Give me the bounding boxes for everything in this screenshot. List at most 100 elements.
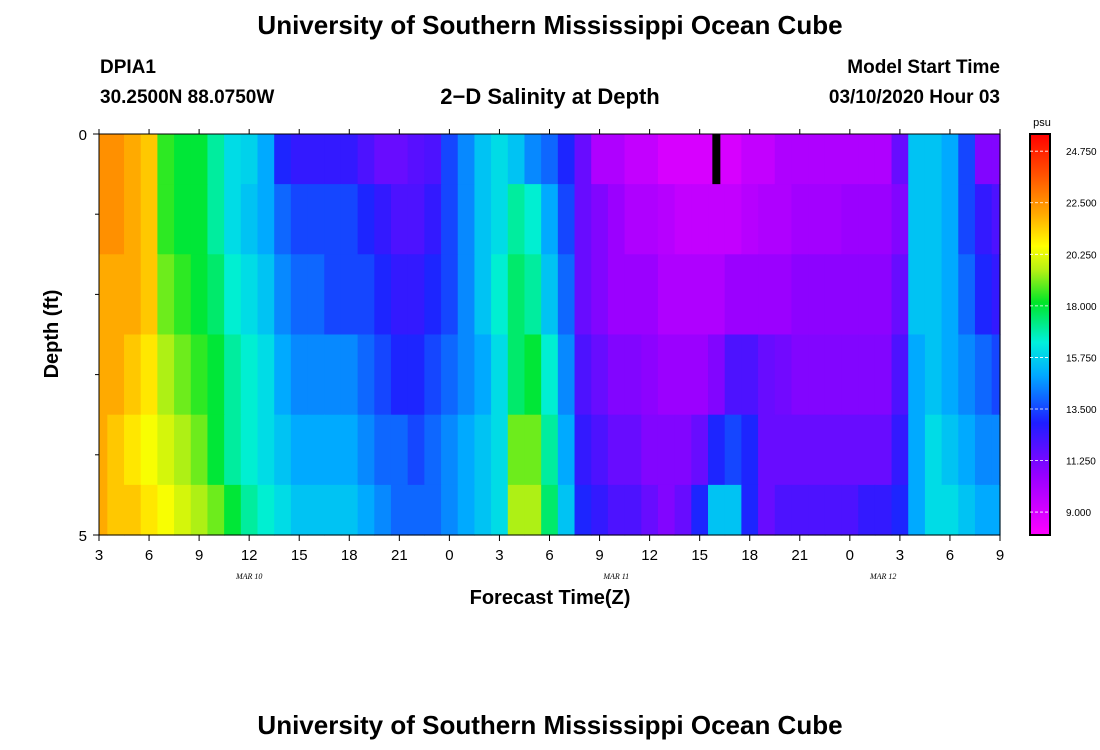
model-start-label: Model Start Time (847, 57, 1000, 78)
heatmap-cell (107, 484, 125, 536)
heatmap-cell (874, 134, 893, 185)
heatmap-cell (524, 484, 542, 536)
heatmap-cell (274, 334, 292, 416)
heatmap-cell (774, 184, 793, 255)
x-tick-label: 3 (95, 547, 103, 564)
x-tick-label: 9 (996, 547, 1004, 564)
heatmap-cell (991, 484, 1001, 536)
heatmap-cell (858, 484, 876, 536)
heatmap-cell (257, 334, 275, 416)
heatmap-cell (541, 184, 559, 255)
heatmap-cell (991, 254, 1001, 336)
heatmap-cell (157, 484, 175, 536)
heatmap-cell (974, 184, 993, 255)
heatmap-cell (741, 414, 759, 486)
chart-subtitle: 2−D Salinity at Depth (440, 84, 660, 109)
heatmap-cell (641, 414, 659, 486)
heatmap-cell (174, 414, 192, 486)
heatmap-cell (274, 484, 292, 536)
heatmap-cell (924, 414, 943, 486)
heatmap-cell (340, 414, 359, 486)
heatmap-cell (340, 134, 359, 185)
heatmap-cell (557, 334, 576, 416)
heatmap-cell (424, 254, 442, 336)
heatmap-cell (441, 334, 459, 416)
heatmap-cell (958, 484, 976, 536)
heatmap-cell (424, 414, 442, 486)
heatmap-cell (474, 184, 492, 255)
heatmap-cell (824, 254, 843, 336)
heatmap-cell (808, 414, 826, 486)
heatmap-cell (791, 184, 809, 255)
heatmap-cell (140, 334, 158, 416)
model-start-value: 03/10/2020 Hour 03 (828, 87, 1000, 108)
heatmap-cell (941, 414, 959, 486)
heatmap-cell (124, 184, 142, 255)
heatmap-cell (274, 134, 292, 185)
heatmap-cell (791, 414, 809, 486)
heatmap-cell (891, 334, 909, 416)
missing-data-marker (712, 134, 721, 185)
heatmap-cell (157, 414, 175, 486)
colorbar: 24.750 22.500 20.250 18.000 15.750 13.500 11.2… (1029, 133, 1097, 536)
heatmap-cell (340, 254, 359, 336)
heatmap-cell (908, 184, 926, 255)
heatmap-cell (441, 134, 459, 185)
heatmap-cell (824, 334, 843, 416)
heatmap-cell (457, 254, 476, 336)
heatmap-cell (774, 134, 793, 185)
heatmap-cell (290, 134, 309, 185)
heatmap-cell (824, 484, 843, 536)
heatmap-cell (908, 484, 926, 536)
heatmap-cell (324, 414, 342, 486)
heatmap-cell (357, 414, 375, 486)
heatmap-cell (941, 134, 959, 185)
heatmap-cell (858, 134, 876, 185)
heatmap-cell (290, 414, 309, 486)
heatmap-cell (207, 334, 225, 416)
colorbar-tick-label: 9.000 (1066, 508, 1091, 519)
heatmap-cell (190, 414, 209, 486)
heatmap-cell (591, 254, 609, 336)
date-label: MAR 11 (602, 572, 629, 581)
heatmap-cell (574, 414, 592, 486)
heatmap-cell (557, 414, 576, 486)
heatmap-cell (424, 334, 442, 416)
heatmap-cell (791, 254, 809, 336)
heatmap-cell (140, 184, 158, 255)
heatmap-cell (858, 414, 876, 486)
heatmap-cell (390, 184, 409, 255)
heatmap-cell (557, 484, 576, 536)
heatmap-cell (140, 414, 158, 486)
heatmap-cell (657, 334, 676, 416)
heatmap-cell (207, 414, 225, 486)
heatmap-cell (390, 254, 409, 336)
heatmap-cell (958, 184, 976, 255)
heatmap-cell (774, 414, 793, 486)
heatmap-cell (758, 414, 776, 486)
station-id: DPIA1 (100, 57, 156, 78)
heatmap-cell (457, 334, 476, 416)
heatmap-cell (474, 134, 492, 185)
heatmap-cell (457, 134, 476, 185)
heatmap-cell (824, 184, 843, 255)
heatmap-cell (991, 414, 1001, 486)
heatmap-cell (240, 334, 259, 416)
heatmap-cell (224, 484, 242, 536)
heatmap-cell (924, 184, 943, 255)
heatmap-cell (607, 184, 626, 255)
heatmap-cell (307, 334, 325, 416)
y-tick-label: 5 (79, 528, 87, 545)
x-tick-label: 6 (545, 547, 553, 564)
heatmap-cell (941, 484, 959, 536)
heatmap-cell (507, 254, 526, 336)
heatmap-cell (424, 134, 442, 185)
heatmap-cell (140, 254, 158, 336)
heatmap-cell (207, 484, 225, 536)
heatmap-cell (474, 414, 492, 486)
heatmap-cell (824, 414, 843, 486)
heatmap-cell (407, 184, 425, 255)
heatmap-cell (340, 334, 359, 416)
heatmap-cell (107, 134, 125, 185)
